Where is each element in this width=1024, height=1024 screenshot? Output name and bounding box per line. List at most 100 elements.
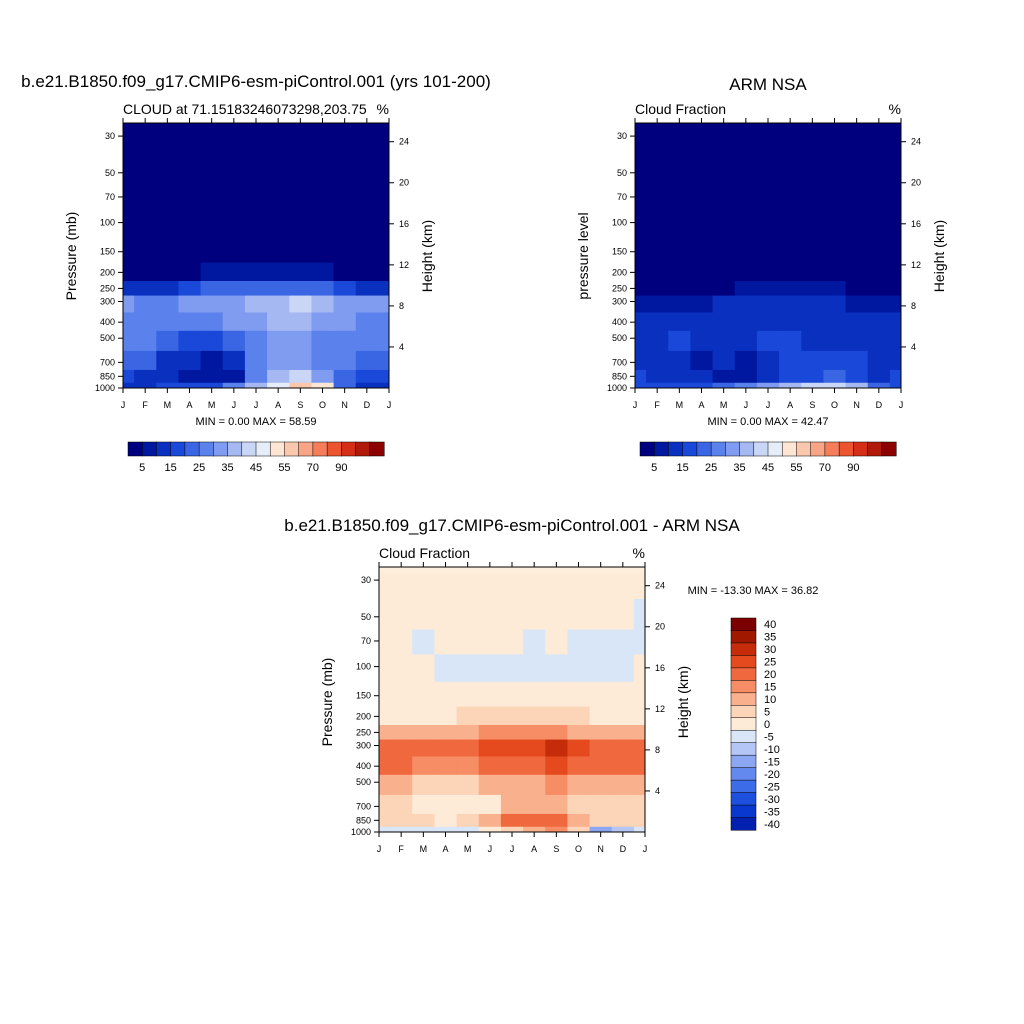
cell xyxy=(889,382,901,388)
cell xyxy=(478,653,502,682)
cell xyxy=(633,598,645,630)
cell xyxy=(779,330,802,351)
cell xyxy=(355,262,379,281)
panel-model: b.e21.B1850.f09_g17.CMIP6-esm-piControl.… xyxy=(21,72,491,474)
cell xyxy=(267,262,290,281)
cell xyxy=(734,382,758,388)
cell xyxy=(434,706,458,725)
y2label-model: Height (km) xyxy=(419,220,435,292)
y-tick-label: 30 xyxy=(361,575,371,585)
cell xyxy=(434,598,458,630)
cell xyxy=(545,681,569,707)
cell xyxy=(690,237,714,263)
cell xyxy=(823,154,847,186)
cell xyxy=(646,280,669,296)
colorbar-swatch xyxy=(730,742,757,756)
cell xyxy=(267,237,290,263)
colorbar-swatch xyxy=(227,441,243,457)
cell xyxy=(889,280,901,296)
cell xyxy=(434,573,458,600)
cell xyxy=(845,154,869,186)
cell xyxy=(523,681,546,707)
colorbar-swatch xyxy=(725,441,741,457)
cell xyxy=(779,294,802,313)
right-label-obs: % xyxy=(889,101,901,117)
colorbar-swatch xyxy=(639,441,655,457)
title-obs: ARM NSA xyxy=(729,75,807,94)
cell xyxy=(267,350,290,370)
cell xyxy=(456,755,480,775)
cell xyxy=(690,184,714,211)
cells-obs xyxy=(635,123,901,388)
cell xyxy=(500,598,524,630)
cell xyxy=(377,129,389,156)
cell xyxy=(867,369,891,383)
cell xyxy=(690,330,714,351)
y2-tick-label: 12 xyxy=(399,260,409,270)
cell xyxy=(134,237,157,263)
cell xyxy=(377,184,389,211)
cell xyxy=(500,738,524,757)
stats-model: MIN = 0.00 MAX = 58.59 xyxy=(195,416,316,428)
cell xyxy=(222,294,246,313)
colorbar-swatch xyxy=(824,441,840,457)
cell xyxy=(633,813,645,827)
cell xyxy=(690,350,714,370)
cell xyxy=(756,311,780,331)
cell xyxy=(178,184,202,211)
colorbar-swatch xyxy=(730,804,757,819)
cell xyxy=(478,738,502,757)
cell xyxy=(178,262,202,281)
cell xyxy=(712,129,736,156)
cell xyxy=(523,706,546,725)
y-tick-label: 850 xyxy=(356,815,371,825)
x-tick-label: J xyxy=(744,400,749,410)
x-tick-label: J xyxy=(766,400,771,410)
colorbar-label: -30 xyxy=(764,794,780,806)
cell xyxy=(123,350,135,370)
cell xyxy=(456,813,480,827)
y2-tick-label: 24 xyxy=(399,137,409,147)
cell xyxy=(434,794,458,814)
cell xyxy=(200,294,224,313)
cell xyxy=(478,573,502,600)
cell xyxy=(390,706,413,725)
cell xyxy=(333,262,357,281)
cell xyxy=(756,382,780,388)
cell xyxy=(635,154,647,186)
y-tick-label: 200 xyxy=(356,711,371,721)
cell xyxy=(635,280,647,296)
colorbar-label: 20 xyxy=(764,669,776,681)
cell xyxy=(889,209,901,238)
cell xyxy=(134,369,157,383)
cell xyxy=(289,237,313,263)
cell xyxy=(500,774,524,795)
y2-tick-label: 16 xyxy=(655,663,665,673)
cell xyxy=(267,209,290,238)
cell xyxy=(845,330,869,351)
colorbar-swatch xyxy=(810,441,826,457)
cell xyxy=(567,681,591,707)
y-tick-label: 1000 xyxy=(607,383,627,393)
cell xyxy=(355,311,379,331)
cell xyxy=(589,826,613,832)
cell xyxy=(390,774,413,795)
cell xyxy=(779,262,802,281)
x-tick-label: N xyxy=(341,400,348,410)
cell xyxy=(635,262,647,281)
cell xyxy=(690,369,714,383)
cell xyxy=(222,369,246,383)
cell xyxy=(456,653,480,682)
cell xyxy=(545,826,569,832)
cell xyxy=(611,826,635,832)
x-tick-label: M xyxy=(464,844,472,854)
cell xyxy=(456,681,480,707)
colorbar-label: 15 xyxy=(677,462,689,474)
cell xyxy=(712,294,736,313)
cell xyxy=(377,237,389,263)
colorbar-label: 30 xyxy=(764,644,776,656)
y-tick-label: 300 xyxy=(100,297,115,307)
colorbar-label: 5 xyxy=(651,462,657,474)
cell xyxy=(801,369,825,383)
colorbar-label: -35 xyxy=(764,806,780,818)
